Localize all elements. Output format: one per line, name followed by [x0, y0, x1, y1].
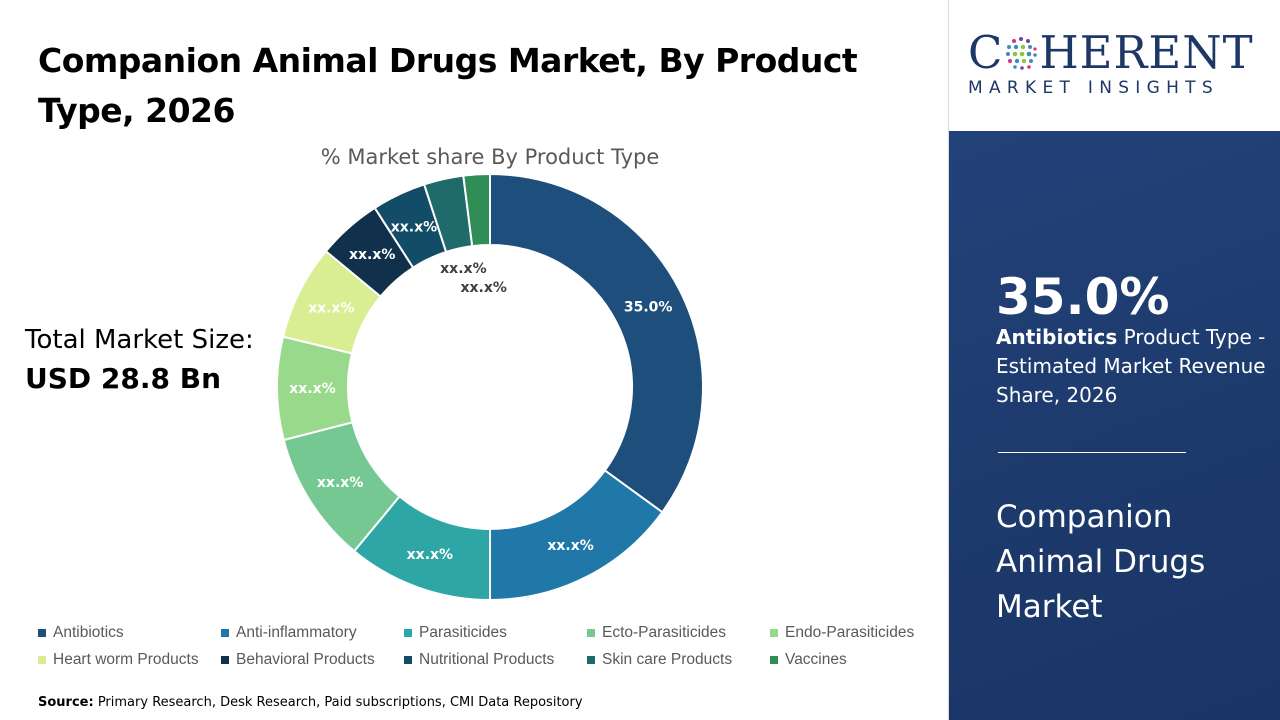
slice-antibiotics [489, 172, 704, 514]
data-label: xx.x% [547, 538, 593, 554]
page-title: Companion Animal Drugs Market, By Produc… [38, 41, 858, 130]
legend-swatch [221, 629, 229, 637]
vertical-divider [948, 0, 949, 720]
highlight-percent: 35.0% [996, 268, 1170, 326]
legend-swatch [38, 629, 46, 637]
panel-divider [998, 452, 1186, 453]
legend-label: Vaccines [785, 651, 847, 668]
legend-item: Anti-inflammatory [221, 624, 404, 642]
legend-label: Nutritional Products [419, 651, 555, 668]
legend-swatch [587, 656, 595, 664]
legend-label: Antibiotics [53, 624, 124, 641]
data-label: xx.x% [461, 280, 507, 296]
chart-title: % Market share By Product Type [320, 145, 660, 169]
highlight-segment: Antibiotics [996, 325, 1118, 349]
legend-item: Endo-Parasiticides [770, 624, 953, 642]
data-label: xx.x% [440, 261, 486, 277]
legend-label: Behavioral Products [236, 651, 375, 668]
data-label: xx.x% [407, 547, 453, 563]
data-label: xx.x% [391, 220, 437, 236]
legend-label: Endo-Parasiticides [785, 624, 915, 641]
donut-chart: 35.0% xx.x% xx.x% xx.x% xx.x% xx.x% xx.x% xx.x%… [276, 172, 704, 602]
data-label: xx.x% [289, 381, 335, 397]
data-label: xx.x% [308, 300, 354, 316]
legend-swatch [770, 629, 778, 637]
legend-item: Heart worm Products [38, 651, 221, 669]
total-market-label: Total Market Size: [25, 325, 254, 355]
source-note: Source: Primary Research, Desk Research,… [38, 695, 583, 710]
legend-swatch [404, 656, 412, 664]
source-text: Primary Research, Desk Research, Paid su… [93, 695, 583, 710]
source-label: Source: [38, 695, 94, 710]
legend-item: Nutritional Products [404, 651, 587, 669]
logo-wordmark: C HERENT [968, 26, 1254, 79]
data-label: 35.0% [624, 299, 673, 315]
slice-vaccines [462, 172, 491, 248]
legend-swatch [770, 656, 778, 664]
legend-label: Ecto-Parasiticides [602, 624, 727, 641]
legend-item: Skin care Products [587, 651, 770, 669]
logo: C HERENT MARKET INSIGHTS [968, 26, 1268, 99]
total-market-value: USD 28.8 Bn [25, 362, 221, 395]
legend-swatch [38, 656, 46, 664]
highlight-description: Antibiotics Product Type - Estimated Mar… [996, 323, 1266, 410]
legend-label: Skin care Products [602, 651, 733, 668]
legend-item: Parasiticides [404, 624, 587, 642]
legend-swatch [587, 629, 595, 637]
legend-label: Parasiticides [419, 624, 507, 641]
data-label: xx.x% [317, 475, 363, 491]
highlight-text: Product Type - Estimated Market Revenue … [996, 325, 1266, 407]
legend-swatch [404, 629, 412, 637]
market-name: Companion Animal Drugs Market [996, 499, 1206, 625]
legend-item: Vaccines [770, 651, 953, 669]
legend-item: Antibiotics [38, 624, 221, 642]
logo-tagline: MARKET INSIGHTS [968, 78, 1219, 98]
globe-dots-icon [1006, 37, 1038, 70]
legend-item: Ecto-Parasiticides [587, 624, 770, 642]
legend-label: Anti-inflammatory [236, 624, 357, 641]
legend-swatch [221, 656, 229, 664]
chart-legend: Antibiotics Anti-inflammatory Parasiticide… [38, 624, 953, 669]
data-label: xx.x% [349, 247, 395, 263]
legend-item: Behavioral Products [221, 651, 404, 669]
legend-label: Heart worm Products [53, 651, 199, 668]
highlight-panel [949, 131, 1280, 720]
